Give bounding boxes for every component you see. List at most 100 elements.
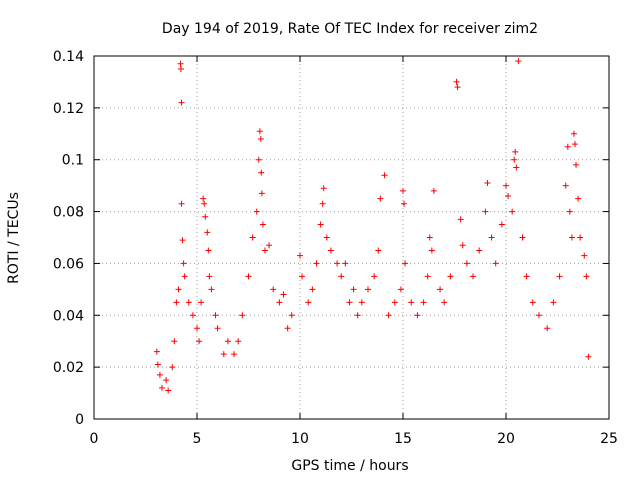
data-point bbox=[391, 299, 398, 306]
data-point bbox=[156, 371, 163, 378]
data-point bbox=[385, 312, 392, 319]
data-point bbox=[165, 387, 172, 394]
data-point bbox=[206, 273, 213, 280]
data-point bbox=[258, 190, 265, 197]
data-point bbox=[171, 338, 178, 345]
data-point bbox=[224, 338, 231, 345]
data-point bbox=[317, 221, 324, 228]
data-point bbox=[177, 65, 184, 72]
data-point bbox=[519, 234, 526, 241]
data-point bbox=[408, 299, 415, 306]
data-point bbox=[492, 260, 499, 267]
data-point bbox=[377, 195, 384, 202]
y-tick-label: 0.12 bbox=[53, 101, 84, 117]
data-point bbox=[158, 384, 165, 391]
plot-frame bbox=[93, 55, 610, 420]
data-point bbox=[476, 247, 483, 254]
data-point bbox=[276, 299, 283, 306]
data-point bbox=[550, 299, 557, 306]
data-point bbox=[511, 156, 518, 163]
data-point bbox=[470, 273, 477, 280]
data-point bbox=[581, 252, 588, 259]
data-point bbox=[205, 247, 212, 254]
data-point bbox=[535, 312, 542, 319]
data-point bbox=[375, 247, 382, 254]
grid bbox=[94, 56, 609, 419]
data-point bbox=[564, 143, 571, 150]
data-point bbox=[261, 247, 268, 254]
data-point bbox=[299, 273, 306, 280]
y-axis-label: ROTI / TECUs bbox=[6, 192, 22, 284]
data-point bbox=[284, 325, 291, 332]
data-point bbox=[498, 221, 505, 228]
data-point bbox=[556, 273, 563, 280]
data-point bbox=[505, 193, 512, 200]
data-point bbox=[447, 273, 454, 280]
data-point bbox=[400, 187, 406, 194]
data-point bbox=[509, 208, 516, 215]
data-point bbox=[313, 260, 320, 267]
data-point bbox=[249, 234, 256, 241]
data-point bbox=[575, 195, 582, 202]
data-point bbox=[198, 299, 205, 306]
data-point bbox=[568, 234, 575, 241]
data-point bbox=[342, 260, 349, 267]
data-point bbox=[437, 286, 444, 293]
data-point bbox=[309, 286, 316, 293]
data-point bbox=[512, 148, 519, 155]
data-point bbox=[256, 128, 263, 135]
data-point bbox=[323, 234, 330, 241]
data-point bbox=[544, 325, 551, 332]
data-point bbox=[204, 229, 211, 236]
data-point bbox=[572, 141, 579, 148]
data-point bbox=[208, 286, 215, 293]
x-tick-label: 25 bbox=[600, 431, 618, 447]
data-point bbox=[245, 273, 252, 280]
data-point bbox=[189, 312, 196, 319]
data-point bbox=[577, 234, 584, 241]
data-point bbox=[173, 299, 180, 306]
data-point bbox=[178, 200, 185, 207]
y-tick-label: 0.04 bbox=[53, 308, 84, 324]
data-point bbox=[319, 200, 326, 207]
data-point bbox=[178, 99, 185, 106]
data-point bbox=[523, 273, 530, 280]
data-point bbox=[288, 312, 295, 319]
data-point bbox=[280, 291, 287, 298]
data-point bbox=[397, 286, 404, 293]
data-point bbox=[488, 234, 495, 241]
data-point bbox=[259, 221, 266, 228]
data-point bbox=[354, 312, 361, 319]
data-point bbox=[426, 234, 433, 241]
x-tick-label: 0 bbox=[90, 431, 99, 447]
data-point bbox=[414, 312, 421, 319]
data-point bbox=[255, 156, 262, 163]
data-point bbox=[401, 200, 408, 207]
data-point bbox=[305, 299, 312, 306]
data-point bbox=[346, 299, 353, 306]
data-point bbox=[175, 286, 182, 293]
data-point bbox=[202, 213, 209, 220]
data-point bbox=[566, 208, 573, 215]
y-tick-label: 0 bbox=[75, 412, 84, 428]
data-point bbox=[239, 312, 246, 319]
y-tick-label: 0.14 bbox=[53, 49, 84, 65]
data-point bbox=[327, 247, 334, 254]
data-point bbox=[253, 208, 260, 215]
data-point bbox=[454, 84, 461, 91]
data-point bbox=[231, 351, 238, 358]
data-point bbox=[154, 361, 161, 368]
data-point bbox=[463, 260, 470, 267]
data-point bbox=[515, 58, 522, 65]
x-tick-label: 15 bbox=[394, 431, 412, 447]
data-point bbox=[453, 78, 460, 85]
data-point bbox=[212, 312, 219, 319]
data-point bbox=[297, 252, 303, 259]
data-point bbox=[257, 135, 264, 142]
data-point bbox=[258, 169, 265, 176]
data-point bbox=[371, 273, 378, 280]
data-point bbox=[266, 242, 273, 249]
y-axis-ticks: 0 0.02 0.04 0.06 0.08 0.1 0.12 0.14 bbox=[53, 49, 609, 428]
data-point bbox=[194, 325, 200, 332]
